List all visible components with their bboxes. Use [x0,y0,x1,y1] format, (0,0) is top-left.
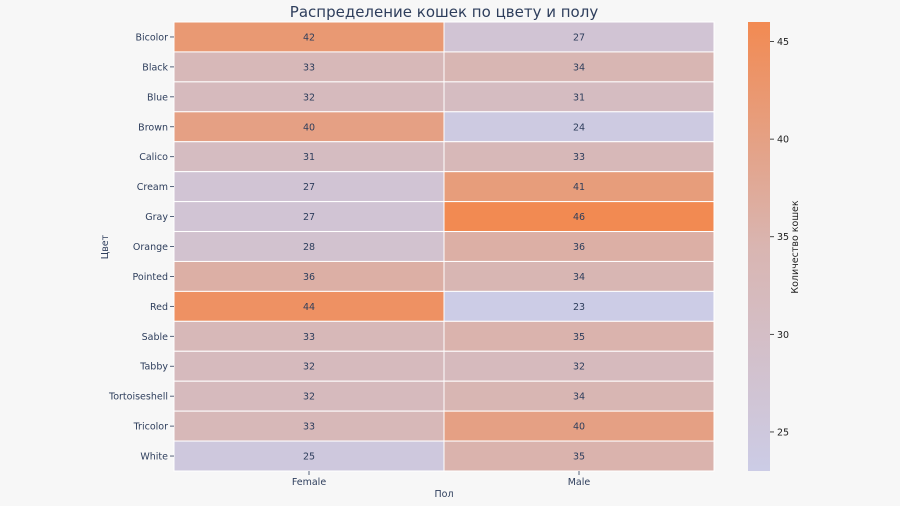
colorbar-tick-label: 25 [777,427,789,438]
cell-value-label: 36 [573,242,585,253]
cell-value-label: 33 [573,152,585,163]
colorbar-label: Количество кошек [790,200,801,294]
y-tick-label: Black [142,62,168,73]
x-tick-label: Female [292,477,327,488]
cell-value-label: 34 [573,392,585,403]
colorbar-tick-label: 35 [777,232,789,243]
y-tick-label: White [140,452,168,463]
cell-value-label: 46 [573,212,585,223]
cell-value-label: 31 [303,152,315,163]
cell-value-label: 25 [303,452,315,463]
cell-value-label: 33 [303,332,315,343]
cell-value-label: 31 [573,92,585,103]
cell-value-label: 34 [573,272,585,283]
y-tick-label: Tricolor [133,422,168,433]
y-tick-label: Calico [139,152,168,163]
heatmap-cell [173,380,445,412]
y-tick-label: Gray [145,212,168,223]
heatmap-cell [443,440,715,472]
heatmap-cell [443,81,715,113]
y-tick-label: Sable [142,332,169,343]
y-axis-ticks: Bicolor Black Blue Brown Calico Cream Gray Oran… [108,32,174,463]
heatmap-cell [443,141,715,173]
heatmap-cell [443,260,715,292]
cell-value-label: 23 [573,302,585,313]
cell-value-label: 27 [303,182,315,193]
heatmap-cell [173,51,445,83]
heatmap-cell [173,21,445,53]
cell-value-label: 42 [303,32,315,43]
heatmap-cell [443,111,715,143]
heatmap-cell [443,171,715,203]
heatmap-cell [173,290,445,322]
chart-title: Распределение кошек по цвету и полу [290,3,599,21]
y-tick-label: Tortoiseshell [108,392,168,403]
y-axis-label: Цвет [100,234,111,259]
cell-value-label: 32 [573,362,585,373]
cell-value-label: 44 [303,302,315,313]
heatmap-cell [443,51,715,83]
y-tick-label: Pointed [133,272,168,283]
heatmap-cell [443,201,715,233]
heatmap-cell [443,410,715,442]
cell-value-label: 41 [573,182,585,193]
heatmap-cell [443,320,715,352]
heatmap-cell [173,350,445,382]
x-axis-ticks: Female Male [292,471,591,488]
cell-value-label: 28 [303,242,315,253]
cell-value-label: 40 [573,422,585,433]
heatmap-cell [173,320,445,352]
colorbar-tick-label: 30 [777,330,789,341]
y-tick-label: Blue [147,92,168,103]
cell-value-label: 36 [303,272,315,283]
heatmap-cell [173,410,445,442]
heatmap-cell [443,350,715,382]
cell-value-label: 24 [573,122,585,133]
cell-value-label: 35 [573,332,585,343]
x-tick-label: Male [568,477,591,488]
heatmap-cell [443,290,715,322]
heatmap-cell [443,21,715,53]
cell-value-label: 35 [573,452,585,463]
y-tick-label: Tabby [139,362,168,373]
colorbar [748,22,770,471]
cell-value-label: 27 [303,212,315,223]
cell-value-label: 32 [303,392,315,403]
y-tick-label: Brown [138,122,168,133]
y-tick-label: Red [150,302,168,313]
cell-value-label: 32 [303,362,315,373]
cell-value-label: 34 [573,62,585,73]
colorbar-tick-label: 45 [777,37,789,48]
cell-value-label: 40 [303,122,315,133]
cell-value-label: 33 [303,422,315,433]
x-axis-label: Пол [434,489,453,500]
colorbar-tick-label: 40 [777,135,789,146]
colorbar-ticks: 25 30 35 40 45 [770,37,789,438]
cell-value-label: 32 [303,92,315,103]
heatmap-cell [443,380,715,412]
cell-value-label: 33 [303,62,315,73]
y-tick-label: Orange [133,242,168,253]
y-tick-label: Cream [137,182,168,193]
heatmap-cell [443,231,715,262]
cell-value-label: 27 [573,32,585,43]
heatmap-cell [173,440,445,472]
y-tick-label: Bicolor [135,32,168,43]
heatmap-cells: 42 27 33 34 32 31 40 24 31 33 27 41 27 46 28 36 36 34 44 23… [173,21,715,472]
